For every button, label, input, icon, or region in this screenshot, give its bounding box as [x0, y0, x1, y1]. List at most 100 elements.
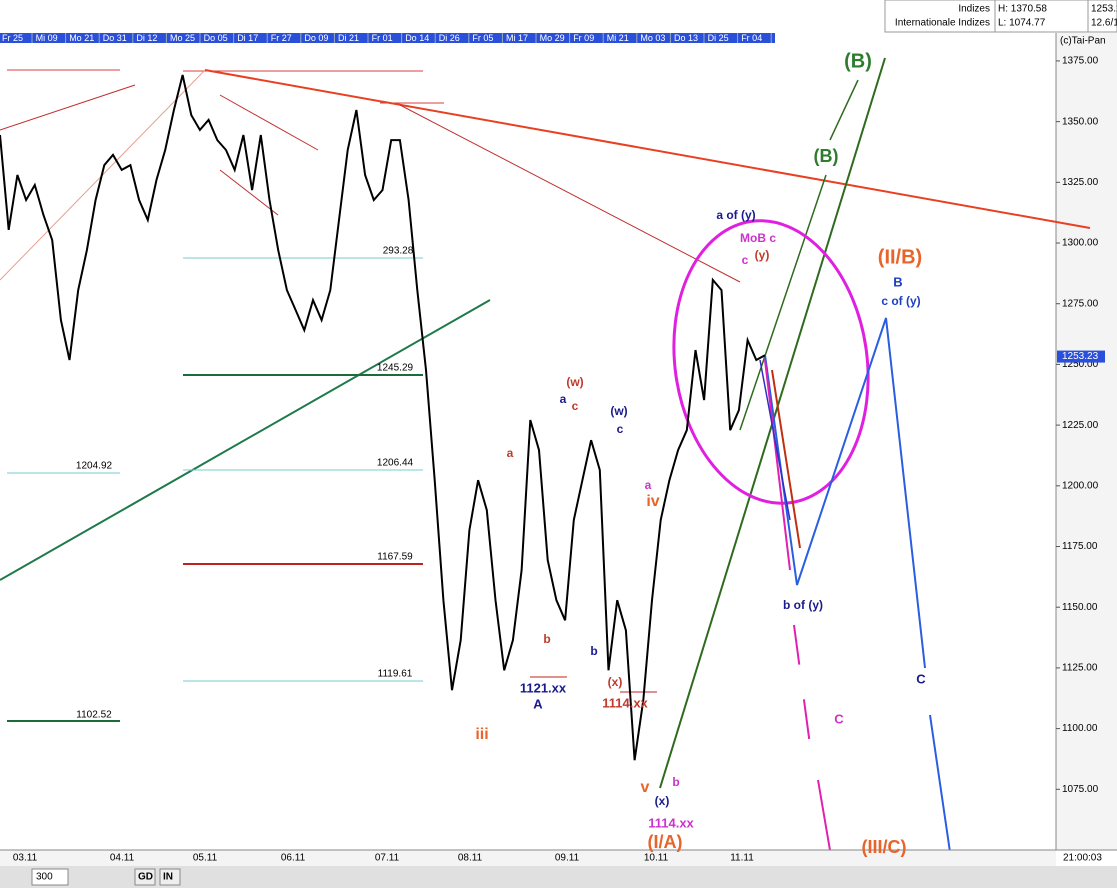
gd-label[interactable]: GD	[138, 872, 153, 883]
header-subtitle: Internationale Indizes	[895, 18, 990, 29]
price-line	[0, 74, 766, 761]
wave-label: C	[834, 711, 844, 726]
wave-label: (B)	[844, 50, 872, 72]
date-label: Do 09	[304, 33, 328, 43]
date-label: Mi 21	[607, 33, 629, 43]
in-label[interactable]: IN	[163, 872, 173, 883]
level-label: 1206.44	[377, 458, 414, 469]
y-tick-label: 1325.00	[1062, 177, 1099, 188]
wave-label: C	[916, 671, 926, 686]
date-label: Fr 27	[271, 33, 292, 43]
date-label: Mi 17	[506, 33, 528, 43]
y-tick-label: 1375.00	[1062, 56, 1099, 67]
wave-label: 1121.xx	[520, 680, 567, 695]
zoom-select[interactable]	[31, 868, 69, 886]
header-last: 1253.23	[1091, 4, 1117, 15]
y-tick-label: 1300.00	[1062, 238, 1099, 249]
date-label: Fr 04	[741, 33, 762, 43]
price-axis	[1056, 33, 1117, 850]
date-label: Do 14	[405, 33, 429, 43]
date-label: Mo 29	[540, 33, 565, 43]
date-label: Di 25	[708, 33, 729, 43]
date-label: Mo 21	[69, 33, 94, 43]
wave-label: (I/A)	[648, 832, 683, 852]
y-tick-label: 1100.00	[1062, 723, 1098, 734]
y-tick-label: 1275.00	[1062, 298, 1099, 309]
date-label: Do 13	[674, 33, 698, 43]
zoom-value[interactable]: 300	[36, 872, 53, 883]
date-label: Di 17	[237, 33, 258, 43]
header-range: 12.6/139.8	[1091, 18, 1117, 29]
date-label: Fr 01	[372, 33, 393, 43]
header-title: Indizes	[958, 4, 990, 15]
y-tick-label: 1150.00	[1062, 602, 1098, 613]
wave-label: a	[560, 392, 567, 406]
date-label: Di 26	[439, 33, 460, 43]
month-label: 04.11	[110, 853, 135, 864]
date-bar	[0, 33, 775, 43]
y-tick-label: 1350.00	[1062, 116, 1099, 127]
gd-button[interactable]	[134, 868, 156, 886]
wave-label: b	[672, 775, 679, 789]
wave-label: b	[543, 632, 550, 646]
wave-label: a	[507, 446, 514, 460]
level-label: 293.28	[383, 246, 414, 257]
wave-label: (III/C)	[862, 837, 907, 857]
wave-label: (B)	[814, 146, 839, 166]
wave-label: b	[590, 644, 597, 658]
date-label: Fr 09	[573, 33, 594, 43]
date-label: Mo 03	[640, 33, 665, 43]
wave-label: v	[641, 779, 650, 796]
month-label: 09.11	[555, 853, 580, 864]
month-label: 06.11	[281, 853, 306, 864]
wave-label: A	[533, 696, 543, 711]
last-price-label: 1253.23	[1062, 351, 1099, 362]
in-button[interactable]	[159, 868, 181, 886]
date-label: Fr 05	[472, 33, 493, 43]
y-tick-label: 1125.00	[1062, 663, 1098, 674]
date-label: Di 21	[338, 33, 359, 43]
y-tick-label: 1200.00	[1062, 480, 1099, 491]
header-low: L: 1074.77	[998, 18, 1046, 29]
wave-label: (y)	[755, 248, 770, 262]
y-tick-label: 1225.00	[1062, 420, 1099, 431]
wave-label: c	[742, 253, 749, 267]
wave-label: c of (y)	[881, 294, 920, 308]
wave-label: (II/B)	[878, 246, 922, 268]
y-tick-label: 1175.00	[1062, 541, 1098, 552]
info-box	[884, 0, 1117, 33]
y-tick-label: 1250.00	[1062, 359, 1099, 370]
wave-label: (x)	[608, 675, 623, 689]
toolbar	[0, 866, 1117, 888]
date-label: Mo 25	[170, 33, 195, 43]
month-label: 05.11	[193, 853, 218, 864]
month-label: 07.11	[375, 853, 400, 864]
date-label: Do 05	[204, 33, 228, 43]
wave-label: 1114.xx	[602, 695, 648, 710]
wave-label: (x)	[655, 794, 670, 808]
wave-label: iv	[646, 493, 659, 510]
wave-label: B	[893, 274, 902, 289]
wave-label: a	[645, 478, 652, 492]
header-high: H: 1370.58	[998, 4, 1047, 15]
date-label: Mi 09	[36, 33, 58, 43]
level-label: 1102.52	[76, 710, 112, 721]
date-label: Di 12	[136, 33, 157, 43]
wave-label: (w)	[610, 404, 627, 418]
copyright: (c)Tai-Pan	[1060, 36, 1106, 47]
level-label: 1245.29	[377, 363, 414, 374]
level-label: 1119.61	[378, 669, 413, 680]
date-label: Do 31	[103, 33, 127, 43]
y-tick-label: 1075.00	[1062, 784, 1099, 795]
wave-label: c	[572, 399, 579, 413]
wave-label: b of (y)	[783, 598, 823, 612]
wave-label: (w)	[566, 375, 583, 389]
level-label: 1204.92	[76, 461, 113, 472]
wave-label: MoB c	[740, 231, 776, 245]
wave-label: iii	[475, 726, 488, 743]
month-label: 08.11	[458, 853, 483, 864]
time-axis	[0, 850, 1056, 866]
wave-label: c	[617, 422, 624, 436]
time-label: 21:00:03	[1063, 853, 1102, 864]
